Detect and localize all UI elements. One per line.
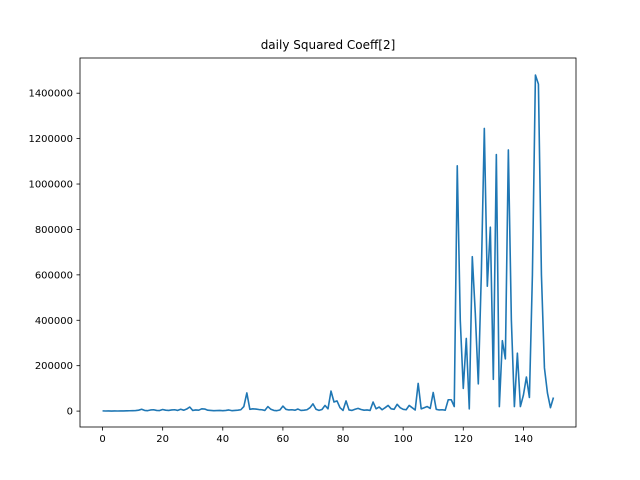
y-tick-label: 800000: [35, 225, 73, 236]
series-line-0: [102, 74, 555, 412]
x-tick-label: 0: [99, 434, 105, 445]
x-tick-label: 100: [394, 434, 413, 445]
x-tick-label: 80: [337, 434, 350, 445]
y-tick-label: 1000000: [28, 180, 73, 191]
x-tick-label: 20: [156, 434, 169, 445]
y-tick-label: 600000: [35, 270, 73, 281]
x-tick-label: 60: [277, 434, 290, 445]
x-tick-label: 120: [454, 434, 473, 445]
x-axis: 0 20 40 60 80 100 120 140: [99, 427, 533, 445]
y-tick-label: 1400000: [28, 89, 73, 100]
y-axis: 0 200000 400000 600000 800000 1000000 1200000 1…: [28, 89, 80, 418]
plot-frame: [79, 57, 577, 428]
x-tick-label: 140: [514, 434, 533, 445]
y-tick-label: 1200000: [28, 134, 73, 145]
x-tick-label: 40: [216, 434, 229, 445]
y-tick-label: 400000: [35, 316, 73, 327]
chart-title: daily Squared Coeff[2]: [261, 38, 396, 52]
series-layer: [102, 74, 555, 412]
y-tick-label: 200000: [35, 361, 73, 372]
y-tick-label: 0: [67, 407, 73, 418]
